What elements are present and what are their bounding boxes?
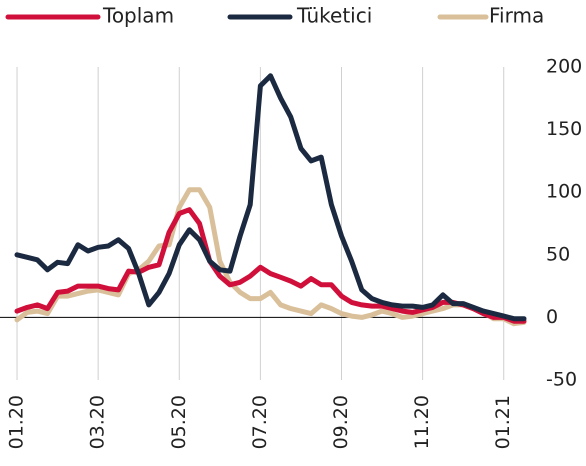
x-tick-label: 11.20: [411, 395, 433, 449]
x-tick-label: 01.21: [492, 395, 514, 449]
y-tick-label: 50: [546, 243, 570, 265]
legend-label: Tüketici: [296, 4, 372, 28]
y-tick-label: 100: [546, 181, 582, 203]
x-tick-label: 03.20: [87, 395, 109, 449]
y-tick-label: -50: [546, 369, 577, 391]
x-tick-label: 07.20: [249, 395, 271, 449]
legend-label: Toplam: [102, 4, 174, 28]
series-line: [14, 207, 527, 324]
y-tick-label: 200: [546, 56, 582, 78]
x-tick-label: 01.20: [6, 395, 28, 449]
series-line: [14, 73, 527, 322]
y-tick-label: 0: [546, 306, 558, 328]
series-line: [14, 187, 527, 327]
y-tick-label: 150: [546, 118, 582, 140]
x-tick-label: 09.20: [330, 395, 352, 449]
x-tick-label: 05.20: [168, 395, 190, 449]
legend-label: Firma: [489, 4, 544, 28]
